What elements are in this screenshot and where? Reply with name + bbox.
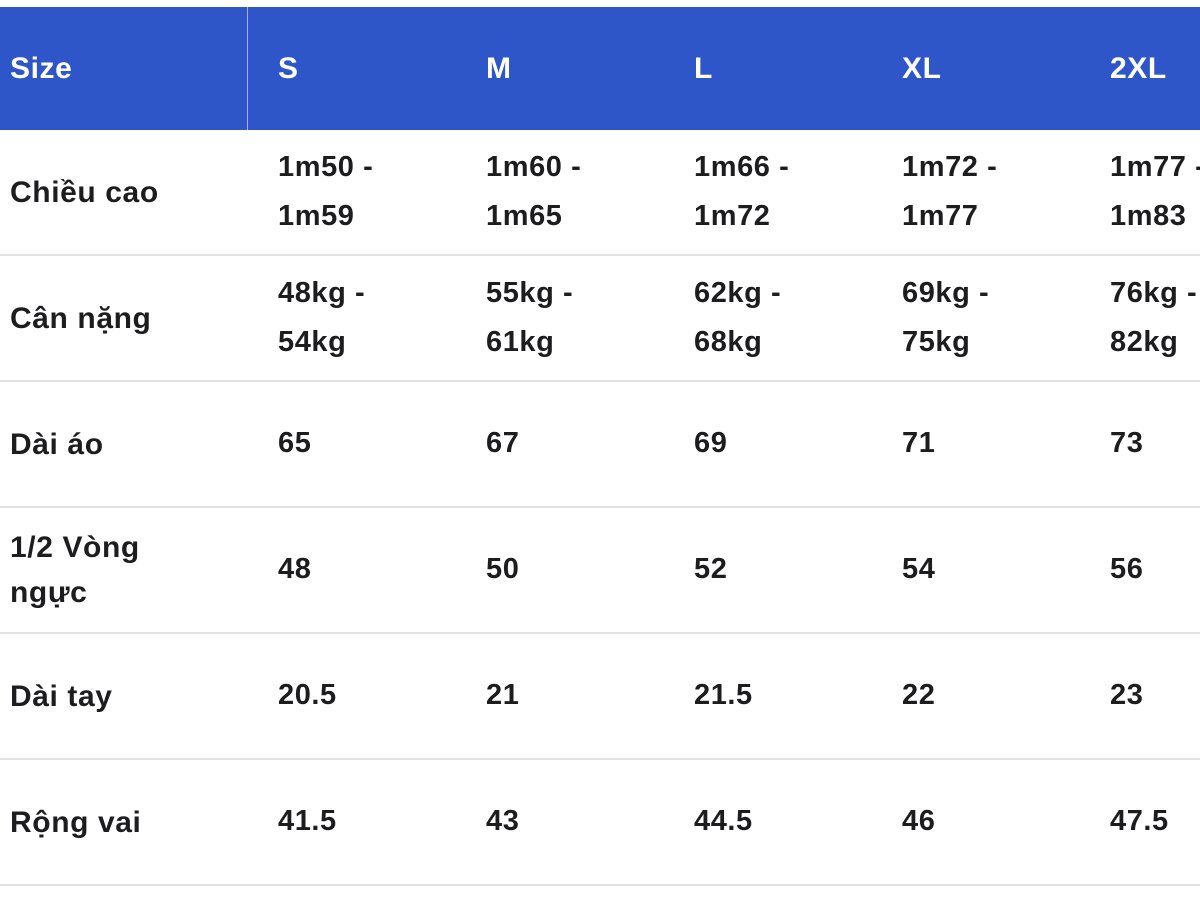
table-cell: 41.5 (278, 805, 337, 838)
table-cell: 23 (1110, 679, 1144, 712)
table-cell: 73 (1110, 427, 1144, 460)
table-cell: 55kg - 61kg (486, 276, 574, 358)
header-cell-2xl: 2XL (1110, 51, 1167, 85)
table-cell: 71 (902, 427, 936, 460)
table-row: 1/2 Vòng ngực 48 50 52 54 56 (0, 508, 1200, 634)
table-cell: 65 (278, 427, 312, 460)
header-cell-m: M (486, 51, 512, 85)
header-cell-xl: XL (902, 51, 942, 85)
row-label: 1/2 Vòng ngực (10, 531, 140, 609)
row-label: Rộng vai (10, 805, 142, 839)
table-cell: 48kg - 54kg (278, 276, 366, 358)
table-cell: 48 (278, 553, 312, 586)
table-cell: 54 (902, 553, 936, 586)
table-cell: 76kg - 82kg (1110, 276, 1198, 358)
table-cell: 1m60 - 1m65 (486, 150, 582, 232)
header-cell-l: L (694, 51, 713, 85)
table-row: Rộng vai 41.5 43 44.5 46 47.5 (0, 760, 1200, 886)
table-row: Dài tay 20.5 21 21.5 22 23 (0, 634, 1200, 760)
table-cell: 21.5 (694, 679, 753, 712)
row-label: Cân nặng (10, 301, 152, 335)
table-cell: 22 (902, 679, 936, 712)
size-chart-body: Chiều cao 1m50 - 1m59 1m60 - 1m65 1m66 - 1m… (0, 130, 1200, 886)
table-cell: 52 (694, 553, 728, 586)
header-cell-s: S (278, 51, 299, 85)
size-chart-table: Size S M L XL 2XL Chiều cao 1m50 - 1m59 1m… (0, 7, 1200, 886)
table-cell: 47.5 (1110, 805, 1169, 838)
size-chart-header-row: Size S M L XL 2XL (0, 7, 1200, 130)
table-row: Chiều cao 1m50 - 1m59 1m60 - 1m65 1m66 - 1m… (0, 130, 1200, 256)
row-label: Dài áo (10, 427, 104, 461)
table-row: Cân nặng 48kg - 54kg 55kg - 61kg 62kg - 68k… (0, 256, 1200, 382)
table-cell: 20.5 (278, 679, 337, 712)
row-label: Chiều cao (10, 175, 159, 209)
table-cell: 46 (902, 805, 936, 838)
row-label: Dài tay (10, 679, 113, 713)
table-cell: 21 (486, 679, 520, 712)
table-cell: 69kg - 75kg (902, 276, 990, 358)
table-row: Dài áo 65 67 69 71 73 (0, 382, 1200, 508)
table-cell: 69 (694, 427, 728, 460)
table-cell: 1m66 - 1m72 (694, 150, 790, 232)
table-cell: 62kg - 68kg (694, 276, 782, 358)
table-cell: 1m50 - 1m59 (278, 150, 374, 232)
table-cell: 56 (1110, 553, 1144, 586)
table-cell: 1m72 - 1m77 (902, 150, 998, 232)
header-cell-size: Size (0, 7, 248, 130)
table-cell: 1m77 - 1m83 (1110, 150, 1200, 232)
table-cell: 43 (486, 805, 520, 838)
table-cell: 44.5 (694, 805, 753, 838)
table-cell: 67 (486, 427, 520, 460)
table-cell: 50 (486, 553, 520, 586)
